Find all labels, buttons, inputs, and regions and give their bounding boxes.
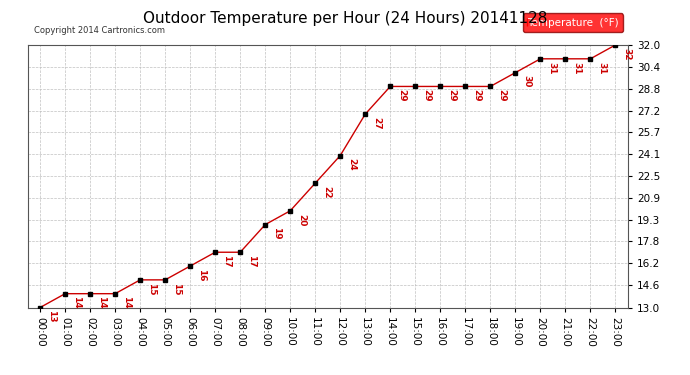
Text: 31: 31 [572,62,581,74]
Text: Outdoor Temperature per Hour (24 Hours) 20141128: Outdoor Temperature per Hour (24 Hours) … [143,11,547,26]
Text: 24: 24 [347,158,356,171]
Text: 14: 14 [122,297,131,309]
Text: 17: 17 [247,255,256,268]
Text: 14: 14 [97,297,106,309]
Text: 29: 29 [422,89,431,102]
Text: 13: 13 [47,310,56,323]
Text: 17: 17 [222,255,231,268]
Text: 15: 15 [172,283,181,295]
Text: 22: 22 [322,186,331,198]
Text: 14: 14 [72,297,81,309]
Text: 32: 32 [622,48,631,60]
Text: 31: 31 [547,62,556,74]
Text: 20: 20 [297,214,306,226]
Text: 15: 15 [147,283,156,295]
Text: 16: 16 [197,269,206,281]
Text: 29: 29 [497,89,506,102]
Legend: Temperature  (°F): Temperature (°F) [523,13,622,32]
Text: 19: 19 [272,227,281,240]
Text: 29: 29 [472,89,481,102]
Text: 29: 29 [447,89,456,102]
Text: 31: 31 [598,62,607,74]
Text: 27: 27 [372,117,381,129]
Text: 29: 29 [397,89,406,102]
Text: Copyright 2014 Cartronics.com: Copyright 2014 Cartronics.com [34,26,165,34]
Text: 30: 30 [522,75,531,88]
